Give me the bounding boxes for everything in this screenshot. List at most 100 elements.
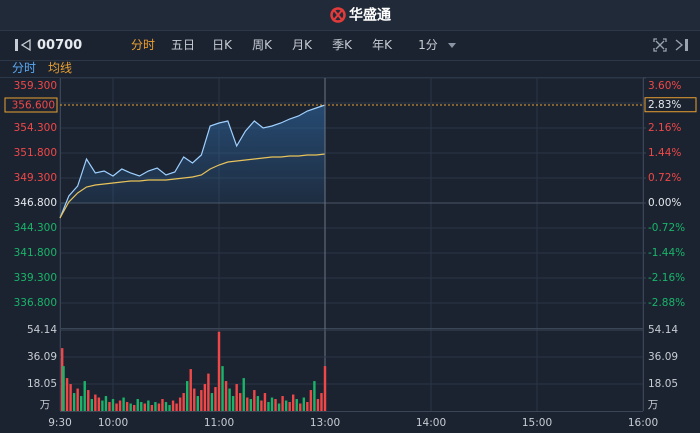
y-tick-label: 341.800	[14, 247, 57, 259]
collapse-icon[interactable]	[675, 39, 688, 51]
y2-tick-label: 18.05	[648, 378, 678, 390]
volume-bar	[125, 402, 129, 411]
volume-bar	[323, 366, 327, 411]
volume-bar	[231, 396, 235, 411]
volume-bar	[154, 402, 157, 411]
volume-bar	[83, 381, 86, 411]
price-area	[60, 105, 325, 218]
volume-bar	[61, 348, 64, 411]
volume-bar	[122, 397, 125, 411]
y-tick-label: 18.05	[27, 378, 57, 390]
volume-bar	[150, 405, 154, 411]
volume-bar	[108, 402, 111, 411]
volume-bar	[164, 402, 168, 411]
y2-tick-label: 36.09	[648, 351, 678, 363]
period-tab[interactable]: 1分	[418, 38, 438, 52]
y-tick-label: 54.14	[27, 324, 57, 336]
y-tick-label: 339.300	[14, 272, 57, 284]
volume-bar	[115, 403, 118, 411]
x-tick-label: 11:00	[204, 417, 234, 429]
y-tick-label: 344.300	[14, 222, 57, 234]
volume-bar	[207, 373, 210, 411]
dropdown-arrow[interactable]	[448, 43, 456, 48]
volume-bar	[249, 399, 252, 411]
price-line	[59, 104, 326, 219]
volume-bar	[288, 402, 291, 411]
volume-bar	[182, 393, 185, 411]
fullscreen-icon[interactable]	[653, 38, 667, 52]
volume-bar	[76, 388, 79, 411]
volume-bar	[178, 397, 182, 411]
y-tick-label: 354.300	[14, 122, 57, 134]
volume-bar	[210, 393, 214, 411]
volume-bar	[270, 397, 274, 411]
volume-bar	[299, 403, 302, 411]
volume-bar	[171, 400, 175, 411]
volume-bar	[104, 396, 108, 411]
unit-label: 万	[648, 399, 659, 411]
volume-bar	[203, 384, 207, 411]
y2-tick-label: -2.16%	[648, 272, 685, 284]
volume-bar	[161, 399, 164, 411]
period-tab[interactable]: 五日	[171, 38, 195, 52]
volume-bar	[101, 400, 104, 411]
volume-bar	[302, 397, 305, 411]
y-tick-label: 336.800	[14, 297, 57, 309]
volume-bar	[274, 399, 277, 411]
volume-bar	[320, 393, 323, 411]
y2-tick-label: -0.72%	[648, 222, 685, 234]
legend-entry[interactable]: 均线	[48, 61, 72, 75]
volume-bar	[87, 390, 90, 411]
period-tab[interactable]: 日K	[212, 38, 233, 52]
period-tab[interactable]: 分时	[131, 38, 155, 52]
volume-bar	[228, 388, 231, 411]
volume-bar	[316, 399, 320, 411]
stock-code: 00700	[37, 38, 82, 53]
volume-bar	[239, 393, 242, 411]
y-tick-label: 36.09	[27, 351, 57, 363]
chart: 分时 均线 9:30 10:00 11:00 13:00 14:00 15:00 16:00 35…	[4, 61, 697, 429]
volume-bar	[97, 397, 101, 411]
volume-bar	[193, 388, 196, 411]
volume-bar	[143, 403, 146, 411]
last-change-box	[644, 97, 697, 113]
volume-bar	[267, 402, 270, 411]
logo-text: 华盛通	[349, 7, 391, 24]
volume-bar	[94, 394, 97, 411]
volume-bar	[253, 390, 256, 411]
period-tab[interactable]: 季K	[332, 38, 353, 52]
volume-bar	[235, 384, 238, 411]
top-bar	[0, 0, 700, 30]
panel-toggle-icon[interactable]	[15, 38, 31, 52]
volume-bar	[147, 400, 150, 411]
y2-tick-label: 0.00%	[648, 197, 681, 209]
volume-bar	[295, 399, 298, 411]
volume-bar	[80, 396, 83, 411]
x-tick-label: 16:00	[628, 417, 658, 429]
volume-bar	[69, 384, 72, 411]
volume-bar	[72, 393, 76, 411]
y-tick-label: 349.300	[14, 172, 57, 184]
period-tab[interactable]: 年K	[372, 38, 393, 52]
volume-bar	[292, 394, 295, 411]
volume-bar	[65, 378, 69, 411]
volume-bar	[129, 403, 132, 411]
y2-tick-label: -1.44%	[648, 247, 685, 259]
y-tick-label: 359.300	[14, 80, 57, 92]
period-tab[interactable]: 周K	[252, 38, 273, 52]
period-tab[interactable]: 月K	[292, 38, 313, 52]
y2-tick-label: 2.16%	[648, 122, 681, 134]
last-change-label: 2.83%	[648, 99, 681, 111]
volume-bar	[186, 381, 189, 411]
legend-entry[interactable]: 分时	[12, 61, 36, 75]
y2-tick-label: 54.14	[648, 324, 678, 336]
volume-bar	[189, 369, 192, 411]
y2-tick-label: 1.44%	[648, 147, 681, 159]
volume-bar	[133, 405, 136, 411]
volume-bar	[224, 381, 228, 411]
volume-bar	[221, 366, 224, 411]
volume-bar	[313, 381, 316, 411]
last-price-label: 356.600	[12, 100, 55, 112]
